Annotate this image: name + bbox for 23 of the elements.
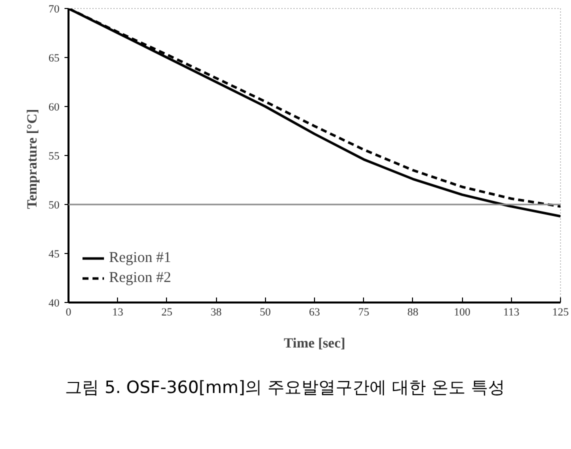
x-tick-label: 113 <box>503 306 520 318</box>
y-tick-label: 40 <box>48 298 60 310</box>
x-tick-label: 75 <box>358 306 370 318</box>
caption: 그림 5. OSF-360[mm]의 주요발열구간에 대한 온도 특성 <box>65 377 505 400</box>
y-tick-label: 45 <box>48 248 60 260</box>
x-tick-label: 100 <box>454 306 471 318</box>
x-tick-label: 63 <box>309 306 320 318</box>
y-tick-label: 55 <box>48 150 60 162</box>
x-tick-label: 25 <box>161 306 173 318</box>
y-tick-label: 50 <box>48 200 60 212</box>
y-tick-label: 70 <box>48 4 60 16</box>
x-tick-label: 38 <box>210 306 222 318</box>
x-tick-label: 13 <box>112 306 124 318</box>
y-axis-title: Temprature [°C] <box>26 108 40 210</box>
y-tick-label: 60 <box>48 102 60 114</box>
legend-label: Region #2 <box>109 270 172 286</box>
x-tick-label: 88 <box>407 306 419 318</box>
legend-label: Region #1 <box>109 250 172 266</box>
x-tick-label: 125 <box>552 306 570 318</box>
x-tick-label: 50 <box>260 306 272 318</box>
y-tick-label: 65 <box>48 52 60 64</box>
x-tick-label: 0 <box>66 306 72 318</box>
x-axis-title: Time [sec] <box>284 336 346 352</box>
